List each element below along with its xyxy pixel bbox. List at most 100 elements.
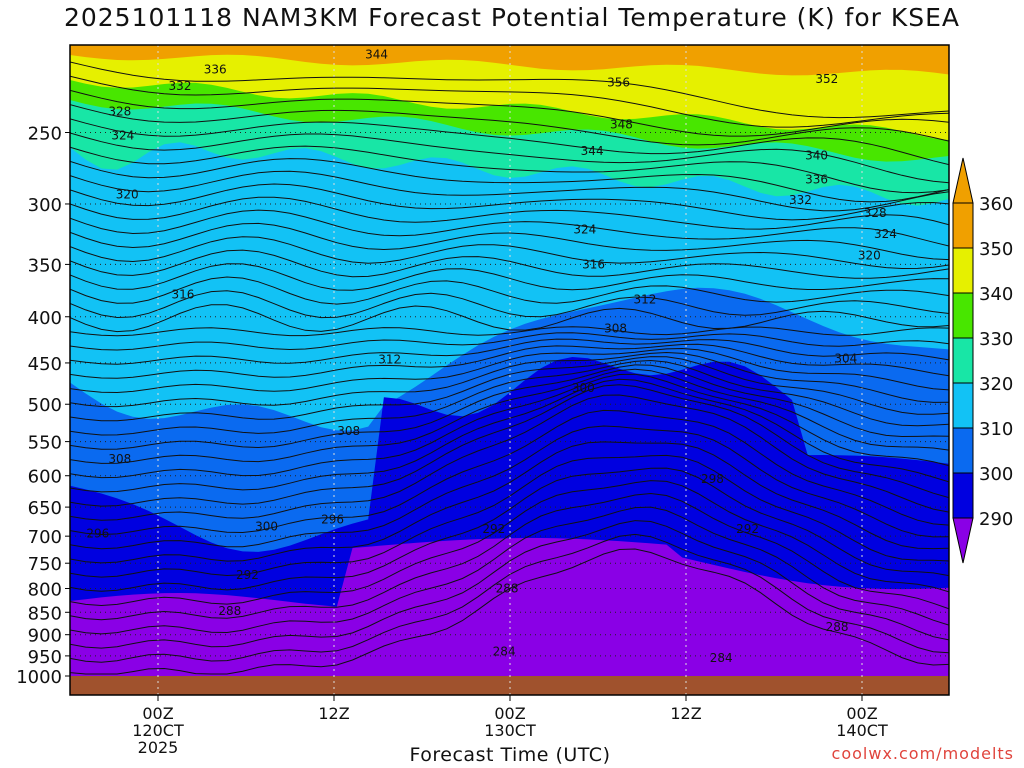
colorbar-label: 300 bbox=[979, 464, 1013, 485]
contour-label: 356 bbox=[607, 75, 630, 89]
y-tick-label: 550 bbox=[28, 433, 62, 454]
contour-label: 288 bbox=[218, 604, 241, 618]
contour-line bbox=[70, 347, 949, 394]
colorbar-high-arrow bbox=[952, 157, 974, 204]
contour-line bbox=[70, 467, 949, 592]
contour-line bbox=[70, 118, 949, 166]
contour-label: 292 bbox=[236, 568, 259, 582]
y-tick-label: 750 bbox=[28, 554, 62, 575]
contour-line bbox=[70, 378, 949, 493]
contour-label: 296 bbox=[321, 513, 344, 527]
y-tick-label: 400 bbox=[28, 308, 62, 329]
chart-title: 2025101118 NAM3KM Forecast Potential Tem… bbox=[63, 3, 961, 32]
contour-line bbox=[70, 454, 949, 578]
contour-line bbox=[70, 326, 949, 337]
contour-label: 296 bbox=[86, 526, 109, 540]
x-axis-label: Forecast Time (UTC) bbox=[409, 744, 611, 766]
y-tick-label: 250 bbox=[28, 123, 62, 144]
colorbar-label: 310 bbox=[979, 419, 1013, 440]
contour-line bbox=[70, 263, 949, 291]
contour-line bbox=[70, 338, 949, 365]
contour-label: 332 bbox=[789, 193, 812, 207]
contour-label: 324 bbox=[573, 222, 596, 236]
x-tick-label: 00Z bbox=[494, 704, 525, 723]
contour-line bbox=[70, 170, 949, 212]
colorbar-label: 320 bbox=[979, 374, 1013, 395]
contour-label: 312 bbox=[378, 352, 401, 366]
contour-label: 308 bbox=[337, 424, 360, 438]
contour-label: 300 bbox=[572, 381, 595, 395]
colorbar-label: 330 bbox=[979, 329, 1013, 350]
contour-line bbox=[70, 104, 949, 146]
contour-line bbox=[70, 359, 949, 436]
colorbar-low-arrow bbox=[952, 517, 974, 564]
contour-line bbox=[70, 222, 949, 261]
contour-line bbox=[70, 364, 949, 450]
contour-label: 348 bbox=[610, 118, 633, 132]
contour-line bbox=[70, 209, 949, 247]
contour-label: 336 bbox=[204, 63, 227, 77]
contour-label: 332 bbox=[169, 79, 192, 93]
contour-line bbox=[70, 249, 949, 279]
y-tick-label: 600 bbox=[28, 467, 62, 488]
y-tick-label: 800 bbox=[28, 580, 62, 601]
x-tick-label: 00Z bbox=[846, 704, 877, 723]
colorbar-segment bbox=[952, 202, 974, 249]
colorbar-segment bbox=[952, 472, 974, 519]
colorbar-label: 360 bbox=[979, 194, 1013, 215]
y-tick-label: 650 bbox=[28, 498, 62, 519]
contour-label: 328 bbox=[108, 105, 131, 119]
y-tick-label: 900 bbox=[28, 626, 62, 647]
contour-label: 352 bbox=[815, 72, 838, 86]
contour-label: 316 bbox=[582, 257, 605, 271]
contour-line bbox=[70, 343, 949, 379]
contour-line bbox=[70, 183, 949, 221]
colorbar-segment bbox=[952, 247, 974, 294]
contour-lines bbox=[70, 61, 949, 675]
contour-line bbox=[70, 373, 949, 479]
contour-label: 336 bbox=[805, 173, 828, 187]
y-tick-label: 450 bbox=[28, 354, 62, 375]
contour-label: 340 bbox=[805, 148, 828, 162]
contour-line bbox=[70, 520, 949, 649]
colorbar-segment bbox=[952, 292, 974, 339]
contour-line bbox=[70, 368, 949, 464]
y-tick-label: 700 bbox=[28, 527, 62, 548]
contour-label: 292 bbox=[736, 522, 759, 536]
colorbar-label: 350 bbox=[979, 239, 1013, 260]
contour-label: 288 bbox=[826, 620, 849, 634]
contour-labels: 344 336 332 328 324 320 316 312 308 308 296 300 296 2… bbox=[86, 48, 897, 665]
x-tick-label: 12Z bbox=[670, 704, 701, 723]
contour-label: 284 bbox=[493, 644, 516, 658]
contour-label: 312 bbox=[633, 293, 656, 307]
contour-line bbox=[70, 425, 949, 550]
colorbar: 290 300 310 320 330 340 350 360 bbox=[952, 157, 1013, 564]
colorbar-segment bbox=[952, 382, 974, 429]
contour-line bbox=[70, 441, 949, 564]
contour-line bbox=[70, 132, 949, 184]
y-tick-label: 1000 bbox=[16, 667, 62, 688]
contour-line bbox=[70, 196, 949, 230]
contour-line bbox=[70, 480, 949, 607]
contour-label: 308 bbox=[108, 452, 131, 466]
contour-label: 288 bbox=[496, 582, 519, 596]
contour-line bbox=[70, 409, 949, 536]
x-tick-label: 120CT bbox=[132, 721, 184, 740]
colorbar-segment bbox=[952, 427, 974, 474]
credit-text: coolwx.com/modelts bbox=[831, 744, 1014, 763]
contour-line bbox=[70, 356, 949, 422]
contour-label: 284 bbox=[710, 651, 733, 665]
contour-label: 298 bbox=[701, 472, 724, 486]
contour-line bbox=[70, 384, 949, 507]
contour-label: 292 bbox=[482, 522, 505, 536]
contour-line bbox=[70, 492, 949, 621]
contour-line bbox=[70, 351, 949, 408]
y-tick-label: 350 bbox=[28, 255, 62, 276]
contour-label: 324 bbox=[874, 227, 897, 241]
contour-label: 344 bbox=[365, 48, 388, 62]
contour-line bbox=[70, 290, 949, 319]
y-tick-label: 950 bbox=[28, 647, 62, 668]
contour-line bbox=[70, 394, 949, 521]
contour-line bbox=[70, 533, 949, 663]
